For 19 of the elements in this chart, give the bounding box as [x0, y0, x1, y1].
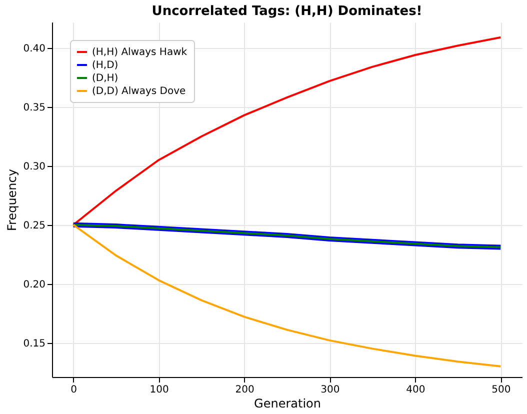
y-axis-title: Frequency [5, 169, 20, 231]
legend-label: (D,D) Always Dove [92, 86, 186, 97]
y-tick-label: 0.30 [23, 161, 46, 172]
legend-label: (D,H) [92, 73, 118, 84]
x-tick-label: 200 [235, 384, 254, 396]
y-tick-label: 0.25 [23, 220, 46, 232]
y-tick-label: 0.15 [23, 338, 46, 350]
y-tick-label: 0.35 [23, 102, 46, 114]
legend-label: (H,H) Always Hawk [92, 47, 188, 58]
legend-label: (H,D) [92, 60, 118, 71]
y-tick-label: 0.20 [23, 279, 46, 290]
x-tick-label: 400 [406, 384, 426, 396]
y-tick-label: 0.40 [23, 43, 46, 54]
chart-title: Uncorrelated Tags: (H,H) Dominates! [152, 4, 422, 19]
x-axis-title: Generation [254, 396, 321, 410]
x-tick-label: 100 [150, 384, 169, 396]
x-tick-label: 500 [492, 384, 511, 396]
x-tick-label: 0 [70, 384, 78, 396]
x-tick-label: 300 [320, 384, 340, 396]
